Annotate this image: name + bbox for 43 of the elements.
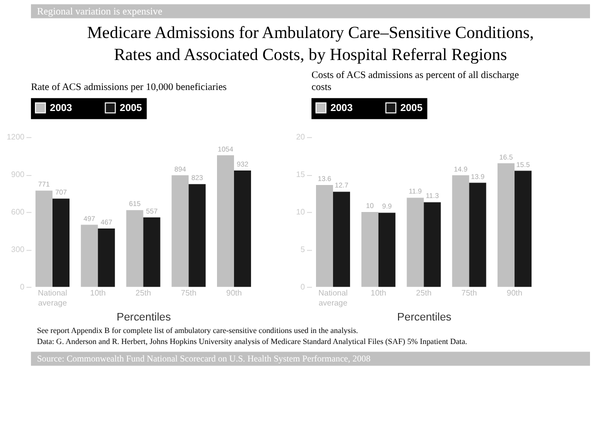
x-tick-label: 90th [506, 288, 522, 298]
bar [361, 212, 378, 287]
x-tick-label: National average [38, 288, 68, 308]
text: Data: G. Anderson and R. Herbert, Johns Hopkins University analysis of Medicare Standard Analytical Files (SAF) 5% Inpatient Data. [36, 337, 468, 346]
legend-label: 2003 [50, 102, 73, 114]
bar [35, 190, 53, 287]
bar [469, 182, 486, 287]
x-tick-label: 75th [180, 288, 196, 298]
x-tick-label: 75th [461, 288, 477, 298]
legend-label: 2005 [400, 102, 423, 114]
bar [98, 228, 115, 287]
y-axis-title: Rate of ACS admissions per 10,000 beneficiaries [30, 82, 227, 94]
x-tick-label: 10th [370, 288, 386, 298]
x-tick-label: 90th [226, 288, 242, 298]
bar [498, 163, 515, 287]
y-axis-title: Costs of ACS admissions as percent of all discharge costs [311, 70, 520, 94]
x-axis-title: Percentiles [116, 311, 172, 324]
x-tick-label: 25th [416, 288, 432, 298]
bar [316, 185, 334, 287]
legend-label: 2005 [120, 102, 142, 114]
source-note: Source: Commonwealth Fund National Scorecard on U.S. Health System Performance, 2008 [36, 354, 371, 364]
bar [234, 170, 252, 287]
bar [143, 217, 160, 287]
x-tick-label: 25th [136, 288, 152, 298]
chart-subtitle: Regional variation is expensive [36, 6, 163, 18]
x-axis-title: Percentiles [397, 311, 452, 324]
bar [217, 155, 234, 287]
x-tick-label: 10th [90, 288, 106, 298]
bar [378, 212, 396, 287]
x-tick-label: National average [318, 288, 348, 308]
bar [452, 175, 470, 287]
text: Medicare Admissions for Ambulatory Care–Sensitive Conditions, Rates and Associated Costs, by Hospital Referral Regions [87, 23, 534, 64]
bar [188, 184, 206, 287]
bar [333, 192, 350, 287]
bar [172, 175, 189, 287]
bar [52, 198, 70, 287]
bar [126, 210, 144, 287]
bar [80, 224, 98, 287]
bar [514, 170, 532, 287]
text: See report Appendix B for complete list of ambulatory care-sensitive conditions used in the analysis. [36, 326, 358, 336]
legend-label: 2003 [330, 102, 354, 114]
bar [406, 198, 424, 287]
bar [424, 202, 441, 287]
